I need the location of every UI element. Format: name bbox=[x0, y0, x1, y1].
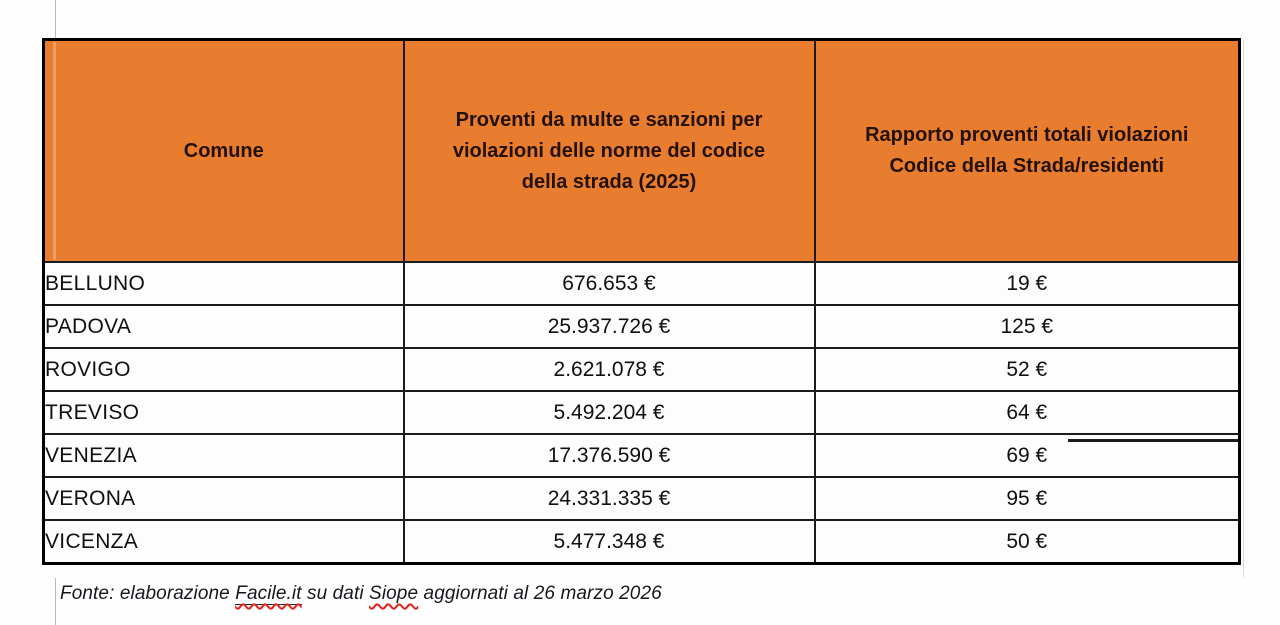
proventi-cell: 24.331.335 € bbox=[402, 476, 816, 521]
rapporto-cell: 52 € bbox=[813, 347, 1241, 392]
spreadsheet-gridline-top bbox=[55, 0, 56, 38]
table-row: VENEZIA 17.376.590 € 69 € bbox=[42, 433, 1241, 478]
proventi-cell: 5.492.204 € bbox=[402, 390, 816, 435]
spreadsheet-gridline-bottom bbox=[55, 578, 56, 625]
rapporto-cell: 64 € bbox=[813, 390, 1241, 435]
comune-cell: VICENZA bbox=[42, 519, 405, 565]
table-row: VERONA 24.331.335 € 95 € bbox=[42, 476, 1241, 521]
rapporto-cell: 69 € bbox=[813, 433, 1241, 478]
comune-cell: TREVISO bbox=[42, 390, 405, 435]
source-note-facile: Facile.it bbox=[235, 583, 302, 605]
fines-table-container: Comune Proventi da multe e sanzioni per … bbox=[42, 38, 1241, 565]
rapporto-cell: 125 € bbox=[813, 304, 1241, 349]
source-note: Fonte: elaborazione Facile.it su dati Si… bbox=[60, 583, 662, 605]
proventi-cell: 2.621.078 € bbox=[402, 347, 816, 392]
header-row: Comune Proventi da multe e sanzioni per … bbox=[42, 38, 1241, 263]
proventi-cell: 25.937.726 € bbox=[402, 304, 816, 349]
column-header-proventi: Proventi da multe e sanzioni per violazi… bbox=[402, 38, 816, 263]
column-header-rapporto: Rapporto proventi totali violazioni Codi… bbox=[813, 38, 1241, 263]
table-row: BELLUNO 676.653 € 19 € bbox=[42, 261, 1241, 306]
table-row: ROVIGO 2.621.078 € 52 € bbox=[42, 347, 1241, 392]
source-note-suffix: aggiornati al 26 marzo 2026 bbox=[418, 583, 662, 604]
column-header-comune: Comune bbox=[42, 38, 405, 263]
fines-table: Comune Proventi da multe e sanzioni per … bbox=[42, 38, 1241, 565]
proventi-cell: 5.477.348 € bbox=[402, 519, 816, 565]
table-row: VICENZA 5.477.348 € 50 € bbox=[42, 519, 1241, 565]
table-row: TREVISO 5.492.204 € 64 € bbox=[42, 390, 1241, 435]
proventi-cell: 676.653 € bbox=[402, 261, 816, 306]
spreadsheet-gridline-right bbox=[1243, 40, 1244, 577]
source-note-prefix: Fonte: elaborazione bbox=[60, 583, 236, 604]
comune-cell: PADOVA bbox=[42, 304, 405, 349]
source-note-middle: su dati bbox=[301, 583, 370, 604]
rapporto-cell: 95 € bbox=[813, 476, 1241, 521]
rapporto-cell: 50 € bbox=[813, 519, 1241, 565]
source-note-siope: Siope bbox=[369, 583, 419, 604]
comune-cell: ROVIGO bbox=[42, 347, 405, 392]
proventi-cell: 17.376.590 € bbox=[402, 433, 816, 478]
table-row: PADOVA 25.937.726 € 125 € bbox=[42, 304, 1241, 349]
rapporto-cell: 19 € bbox=[813, 261, 1241, 306]
comune-cell: VERONA bbox=[42, 476, 405, 521]
comune-cell: VENEZIA bbox=[42, 433, 405, 478]
comune-cell: BELLUNO bbox=[42, 261, 405, 306]
